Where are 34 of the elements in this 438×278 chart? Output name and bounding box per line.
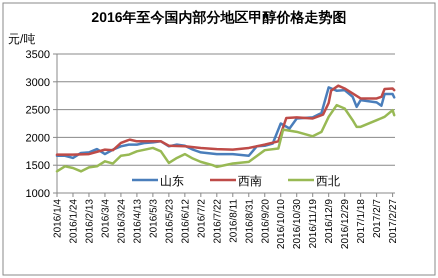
legend-label: 山东 bbox=[160, 174, 184, 188]
x-tick-label: 2016/7/22 bbox=[212, 198, 224, 244]
line-series bbox=[56, 104, 396, 173]
x-tick-label: 2016/2/13 bbox=[84, 198, 96, 244]
x-tick-label: 2016/12/9 bbox=[324, 198, 336, 244]
x-tick-label: 2016/4/13 bbox=[132, 198, 144, 244]
x-tick-label: 2016/3/4 bbox=[100, 198, 112, 238]
x-tick-label: 2016/1/4 bbox=[52, 198, 64, 238]
x-tick-label: 2017/2/7 bbox=[372, 198, 384, 238]
x-tick-label: 2016/5/23 bbox=[164, 198, 176, 244]
x-tick-label: 2017/2/27 bbox=[388, 198, 400, 244]
y-tick-label: 3000 bbox=[26, 76, 50, 89]
y-tick-label: 1500 bbox=[26, 160, 50, 172]
y-tick-label: 2500 bbox=[26, 104, 50, 117]
x-tick-label: 2016/9/20 bbox=[260, 198, 272, 244]
x-tick-label: 2016/6/12 bbox=[180, 198, 192, 244]
legend-label: 西南 bbox=[238, 174, 262, 188]
x-tick-label: 2016/1/24 bbox=[68, 198, 80, 244]
x-tick-label: 2016/3/24 bbox=[116, 198, 128, 244]
x-tick-label: 2016/8/31 bbox=[244, 198, 256, 244]
x-tick-label: 2016/10/30 bbox=[292, 198, 304, 250]
x-tick-label: 2016/10/10 bbox=[276, 198, 288, 250]
x-tick-label: 2016/8/11 bbox=[228, 198, 240, 243]
x-tick-label: 2017/1/18 bbox=[356, 198, 368, 244]
y-axis-title: 元/吨 bbox=[8, 32, 36, 46]
y-tick-label: 3500 bbox=[26, 49, 50, 61]
legend-label: 西北 bbox=[316, 174, 340, 188]
x-tick-label: 2016/11/19 bbox=[308, 198, 320, 248]
y-tick-label: 2000 bbox=[26, 132, 50, 144]
chart-title: 2016年至今国内部分地区甲醇价格走势图 bbox=[91, 9, 347, 25]
x-tick-label: 2016/5/3 bbox=[148, 198, 160, 238]
x-tick-label: 2016/7/2 bbox=[196, 198, 208, 238]
y-tick-label: 1000 bbox=[26, 188, 50, 200]
x-tick-label: 2016/12/29 bbox=[340, 198, 352, 250]
